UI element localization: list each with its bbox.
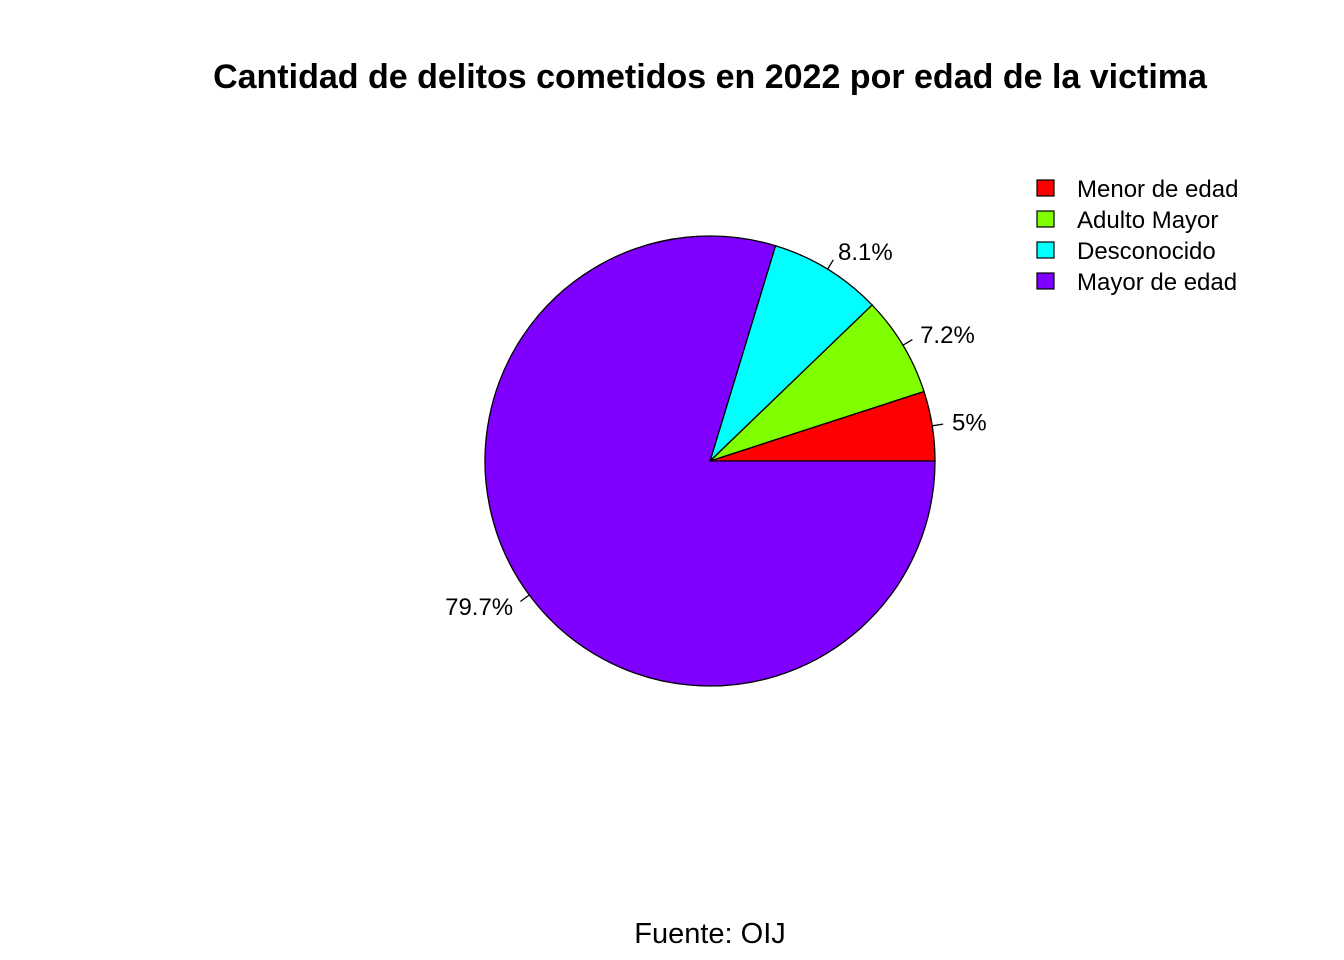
label-tick-desconocido <box>827 259 834 270</box>
legend-label-adulto-mayor: Adulto Mayor <box>1077 207 1218 234</box>
slice-label-mayor-de-edad: 79.7% <box>445 594 513 621</box>
slice-label-desconocido: 8.1% <box>838 239 893 266</box>
slice-label-menor-de-edad: 5% <box>952 410 987 437</box>
legend-label-desconocido: Desconocido <box>1077 238 1216 265</box>
legend-swatch-menor-de-edad <box>1036 179 1055 197</box>
legend-swatch-adulto-mayor <box>1036 210 1055 228</box>
pie-slice-adulto-mayor <box>709 304 925 462</box>
chart-title: Cantidad de delitos cometidos en 2022 po… <box>213 58 1207 96</box>
label-tick-adulto-mayor <box>902 339 913 346</box>
pie-slice-mayor-de-edad <box>484 235 936 687</box>
pie-slices <box>484 235 936 687</box>
legend-swatch-mayor-de-edad <box>1036 272 1055 290</box>
legend: Menor de edad Adulto Mayor Desconocido Mayo… <box>1036 176 1238 296</box>
legend-label-menor-de-edad: Menor de edad <box>1077 176 1238 203</box>
legend-swatch-desconocido <box>1036 241 1055 259</box>
label-tick-menor-de-edad <box>932 423 944 427</box>
slice-label-adulto-mayor: 7.2% <box>920 322 975 349</box>
pie-labels: 5% 7.2% 8.1% 79.7% <box>445 239 987 621</box>
label-tick-mayor-de-edad <box>520 594 530 603</box>
legend-label-mayor-de-edad: Mayor de edad <box>1077 269 1237 296</box>
source-caption: Fuente: OIJ <box>634 918 786 950</box>
